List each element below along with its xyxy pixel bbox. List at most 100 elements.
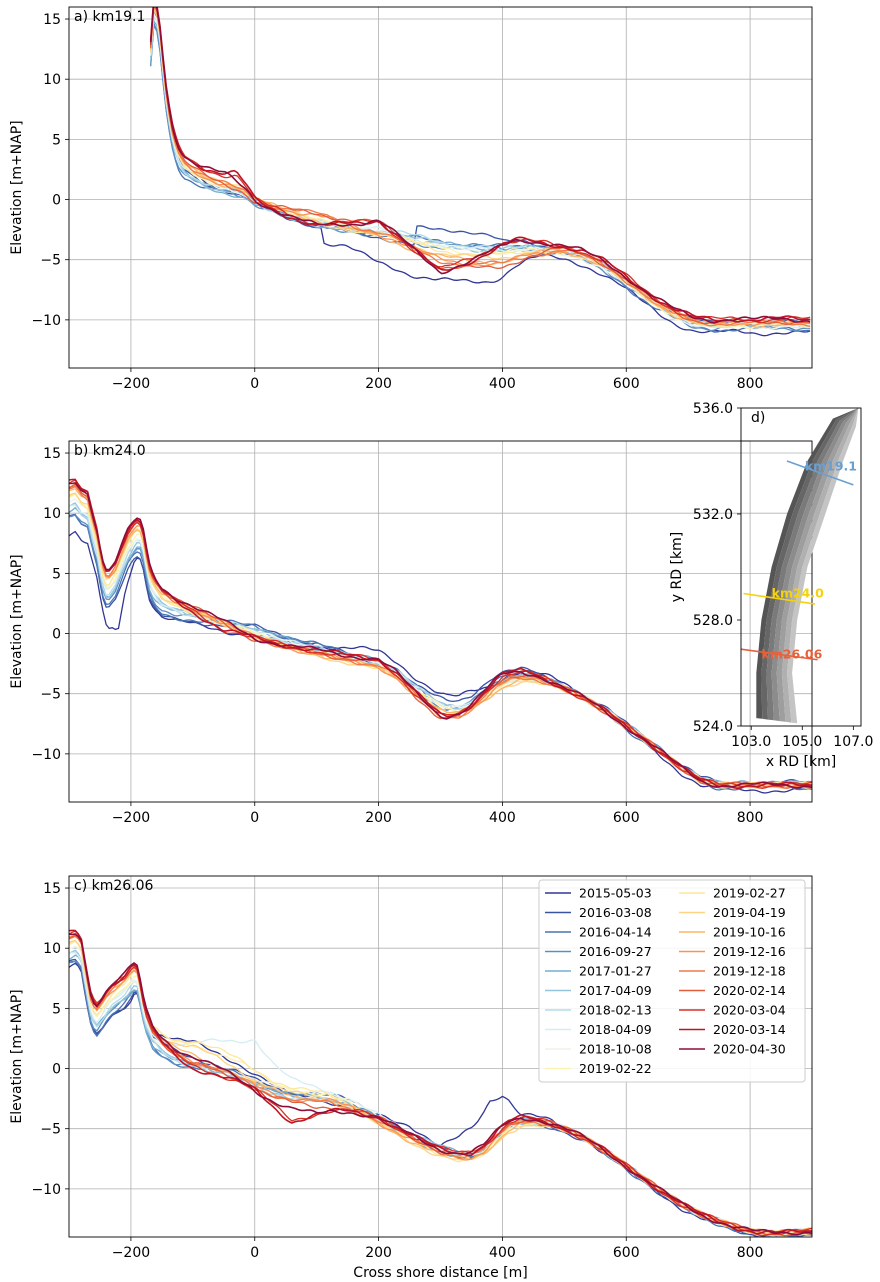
legend-label: 2017-01-27 xyxy=(579,964,652,979)
series-line xyxy=(150,7,811,329)
series-line xyxy=(150,22,811,332)
series-line xyxy=(150,7,811,325)
series-line xyxy=(69,483,812,789)
legend-label: 2019-12-16 xyxy=(713,944,786,959)
legend-label: 2018-10-08 xyxy=(579,1042,652,1057)
y-tick-label: 0 xyxy=(52,627,61,643)
coast-band xyxy=(766,408,859,721)
x-tick-label: 800 xyxy=(737,1245,764,1261)
y-axis-label: Elevation [m+NAP] xyxy=(9,989,25,1123)
y-tick-label: −10 xyxy=(31,313,61,329)
series-line xyxy=(150,7,811,329)
y-tick-label: 528.0 xyxy=(693,613,733,629)
series-line xyxy=(69,929,812,1235)
series-line xyxy=(150,7,811,327)
legend-label: 2020-04-30 xyxy=(713,1042,786,1057)
series-line xyxy=(149,7,811,323)
legend-label: 2019-10-16 xyxy=(713,925,786,940)
panel-a: −200 0 200 400 600 800 15 10 5 0 −5 −10 a) km19.1 Ele… xyxy=(9,6,813,392)
series-group xyxy=(69,478,812,794)
series-line xyxy=(69,482,812,789)
legend-label: 2018-04-09 xyxy=(579,1022,652,1037)
legend-label: 2019-02-27 xyxy=(713,886,786,901)
legend-label: 2019-02-22 xyxy=(579,1061,652,1076)
legend-label: 2015-05-03 xyxy=(579,886,652,901)
series-line xyxy=(69,513,812,787)
series-line xyxy=(69,493,812,789)
series-line xyxy=(69,484,812,789)
legend-label: 2020-03-14 xyxy=(713,1022,786,1037)
series-group xyxy=(149,7,811,337)
y-tick-label: −5 xyxy=(40,1122,61,1138)
series-line xyxy=(69,506,812,788)
x-tick-label: 0 xyxy=(250,810,259,826)
transect-label: km19.1 xyxy=(805,458,857,473)
series-line xyxy=(150,7,811,328)
series-line xyxy=(69,933,812,1236)
x-axis-label: x RD [km] xyxy=(766,754,836,770)
axes-frame xyxy=(68,440,813,803)
panel-label: c) km26.06 xyxy=(74,878,154,894)
series-line xyxy=(150,7,811,327)
legend-label: 2019-04-19 xyxy=(713,905,786,920)
legend-box xyxy=(538,879,806,1083)
coast-band xyxy=(776,408,859,722)
y-tick-label: 10 xyxy=(43,506,61,522)
y-tick-label: 10 xyxy=(43,941,61,957)
legend-label: 2016-03-08 xyxy=(579,905,652,920)
x-tick-label: 600 xyxy=(613,810,640,826)
legend-label: 2019-12-18 xyxy=(713,964,786,979)
panel-label: a) km19.1 xyxy=(74,9,145,25)
y-tick-label: −10 xyxy=(31,747,61,763)
panel-label: b) km24.0 xyxy=(74,443,146,459)
series-line xyxy=(69,514,812,788)
y-tick-label: 5 xyxy=(52,566,61,582)
series-line xyxy=(69,514,812,791)
transect-line xyxy=(740,648,818,661)
y-tick-label: 15 xyxy=(43,446,61,462)
series-line xyxy=(150,11,811,337)
x-tick-label: 200 xyxy=(365,376,392,392)
series-line xyxy=(150,12,811,328)
x-tick-label: 600 xyxy=(613,1245,640,1261)
panel-label: d) xyxy=(751,410,765,426)
x-tick-label: 800 xyxy=(737,376,764,392)
y-tick-label: 10 xyxy=(43,72,61,88)
transect-label: km26.06 xyxy=(761,646,822,661)
series-line xyxy=(69,502,812,788)
y-tick-label: 0 xyxy=(52,1062,61,1078)
series-line xyxy=(150,13,811,329)
transect-line xyxy=(786,460,854,486)
legend-label: 2020-03-04 xyxy=(713,1003,786,1018)
y-tick-label: −5 xyxy=(40,253,61,269)
legend-label: 2016-09-27 xyxy=(579,944,652,959)
series-line xyxy=(69,504,812,789)
x-axis-label: Cross shore distance [m] xyxy=(353,1265,527,1281)
series-line xyxy=(69,530,812,794)
transect-line xyxy=(743,592,816,605)
axes-frame xyxy=(68,875,813,1238)
x-tick-label: 200 xyxy=(365,810,392,826)
coast-band xyxy=(761,408,859,720)
y-axis-label: Elevation [m+NAP] xyxy=(9,120,25,254)
x-tick-label: −200 xyxy=(112,376,150,392)
panel-b: −200 0 200 400 600 800 15 10 5 0 −5 −10 b) km24.0 Ele… xyxy=(9,440,813,826)
inset-frame xyxy=(740,407,862,727)
x-tick-label: 400 xyxy=(489,1245,516,1261)
y-tick-label: 5 xyxy=(52,1001,61,1017)
series-line xyxy=(150,14,811,329)
series-line xyxy=(69,479,812,789)
transect-label: km24.0 xyxy=(772,586,824,601)
x-tick-label: 103.0 xyxy=(731,734,771,750)
series-line xyxy=(150,7,811,329)
y-tick-label: 524.0 xyxy=(693,719,733,735)
panel-c: −200 0 200 400 600 800 15 10 5 0 −5 −10 c) km26.06 El… xyxy=(9,875,813,1281)
series-line xyxy=(69,478,812,790)
y-axis-label: Elevation [m+NAP] xyxy=(9,554,25,688)
legend-label: 2020-02-14 xyxy=(713,983,786,998)
x-tick-label: −200 xyxy=(112,810,150,826)
x-tick-label: 400 xyxy=(489,810,516,826)
legend: 2015-05-03 2016-03-08 2016-04-14 2016-09-27… xyxy=(538,879,806,1083)
coast-band xyxy=(771,408,859,722)
